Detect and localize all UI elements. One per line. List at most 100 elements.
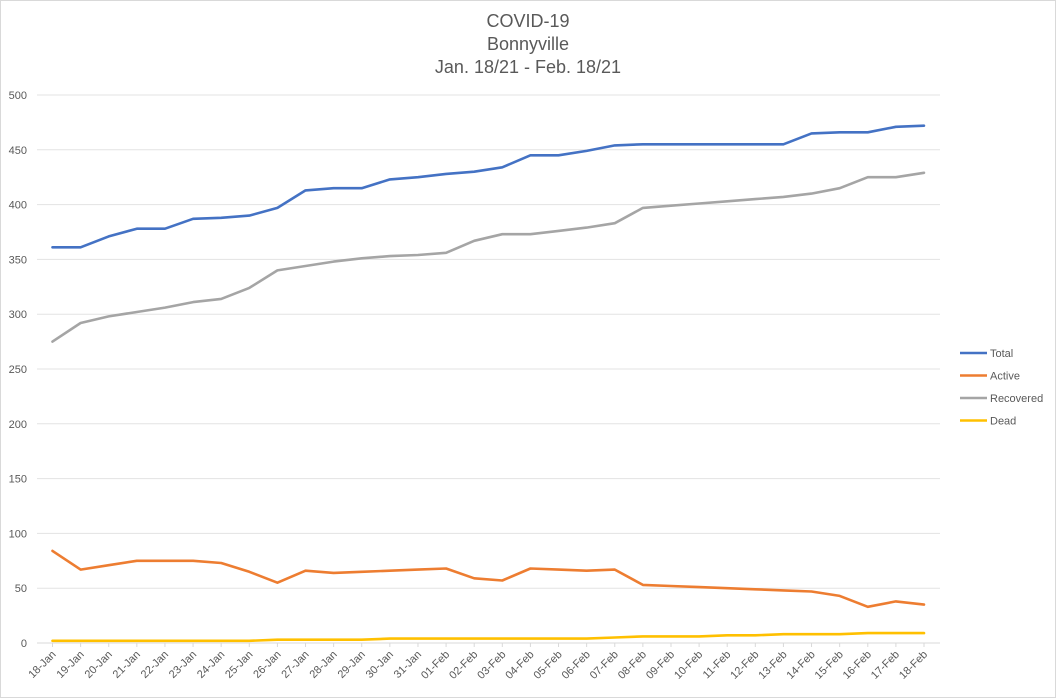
data-point-dead (866, 632, 869, 635)
legend: Total Active Recovered Dead (960, 348, 1043, 428)
data-point-total (642, 143, 645, 146)
data-point-dead (136, 640, 139, 643)
data-point-dead (276, 638, 279, 641)
data-point-active (529, 567, 532, 570)
data-point-total (389, 178, 392, 181)
data-point-active (417, 568, 420, 571)
x-tick-label: 17-Feb (869, 649, 902, 682)
data-point-total (501, 166, 504, 169)
data-point-dead (51, 640, 54, 643)
data-point-recovered (192, 301, 195, 304)
data-point-recovered (220, 298, 223, 301)
series-lines (51, 124, 926, 643)
data-point-recovered (51, 340, 54, 343)
x-tick-label: 10-Feb (672, 649, 705, 682)
x-tick-label: 18-Jan (26, 649, 58, 681)
data-point-active (389, 569, 392, 572)
legend-label-active: Active (990, 371, 1020, 383)
data-point-active (754, 588, 757, 591)
chart-title-block: COVID-19 Bonnyville Jan. 18/21 - Feb. 18… (0, 10, 1056, 79)
data-point-total (360, 187, 363, 190)
data-point-recovered (585, 226, 588, 229)
data-point-dead (445, 637, 448, 640)
data-point-total (726, 143, 729, 146)
data-point-active (445, 567, 448, 570)
data-point-total (866, 131, 869, 134)
data-point-total (164, 227, 167, 230)
x-tick-label: 04-Feb (503, 649, 536, 682)
data-point-total (248, 214, 251, 217)
x-tick-label: 08-Feb (616, 649, 649, 682)
data-point-dead (360, 638, 363, 641)
data-point-recovered (866, 176, 869, 179)
data-point-total (838, 131, 841, 134)
data-point-active (670, 585, 673, 588)
legend-label-recovered: Recovered (990, 393, 1043, 405)
x-tick-label: 18-Feb (897, 649, 930, 682)
data-point-active (642, 584, 645, 587)
x-tick-label: 06-Feb (560, 649, 593, 682)
data-point-recovered (557, 230, 560, 233)
data-point-active (107, 564, 110, 567)
x-tick-label: 14-Feb (785, 649, 818, 682)
x-tick-label: 09-Feb (644, 649, 677, 682)
x-tick-label: 24-Jan (195, 649, 227, 681)
x-tick-label: 31-Jan (392, 649, 424, 681)
x-tick-label: 26-Jan (251, 649, 283, 681)
y-tick-label: 150 (9, 474, 27, 486)
data-point-recovered (613, 222, 616, 225)
data-point-active (248, 570, 251, 573)
data-point-recovered (698, 202, 701, 205)
x-tick-label: 21-Jan (111, 649, 143, 681)
data-point-recovered (642, 207, 645, 210)
data-point-total (107, 235, 110, 238)
y-axis: 0 50 100 150 200 250 300 350 400 450 500 (9, 90, 27, 650)
data-point-recovered (389, 255, 392, 258)
x-tick-label: 12-Feb (728, 649, 761, 682)
data-point-recovered (445, 252, 448, 255)
y-tick-label: 200 (9, 419, 27, 431)
data-point-dead (107, 640, 110, 643)
series-line-active (51, 549, 926, 609)
data-point-dead (248, 640, 251, 643)
data-point-total (923, 124, 926, 127)
x-tick-label: 20-Jan (83, 649, 115, 681)
data-point-active (304, 569, 307, 572)
data-point-dead (585, 637, 588, 640)
data-point-total (585, 150, 588, 153)
data-point-active (473, 577, 476, 580)
chart-subtitle-line-1: Bonnyville (486, 34, 570, 54)
series-line-recovered (51, 171, 926, 343)
data-point-dead (698, 635, 701, 638)
data-point-recovered (473, 239, 476, 242)
data-point-total (613, 144, 616, 147)
data-point-active (360, 570, 363, 573)
data-point-dead (304, 638, 307, 641)
y-tick-label: 300 (9, 309, 27, 321)
y-tick-label: 50 (15, 583, 27, 595)
x-tick-label: 16-Feb (841, 649, 874, 682)
data-point-dead (895, 632, 898, 635)
x-tick-label: 03-Feb (475, 649, 508, 682)
data-point-recovered (501, 233, 504, 236)
data-point-dead (501, 637, 504, 640)
data-point-total (332, 187, 335, 190)
data-point-recovered (332, 260, 335, 263)
x-tick-label: 30-Jan (364, 649, 396, 681)
data-point-total (557, 154, 560, 157)
data-point-dead (670, 635, 673, 638)
data-point-dead (79, 640, 82, 643)
data-point-recovered (923, 172, 926, 175)
x-tick-label: 01-Feb (419, 649, 452, 682)
data-point-dead (923, 632, 926, 635)
y-tick-label: 400 (9, 200, 27, 212)
data-point-total (51, 246, 54, 249)
x-tick-label: 19-Jan (54, 649, 86, 681)
data-point-dead (192, 640, 195, 643)
data-point-active (220, 562, 223, 565)
data-point-active (923, 603, 926, 606)
data-point-recovered (304, 265, 307, 268)
x-tick-label: 15-Feb (813, 649, 846, 682)
data-point-active (895, 600, 898, 603)
